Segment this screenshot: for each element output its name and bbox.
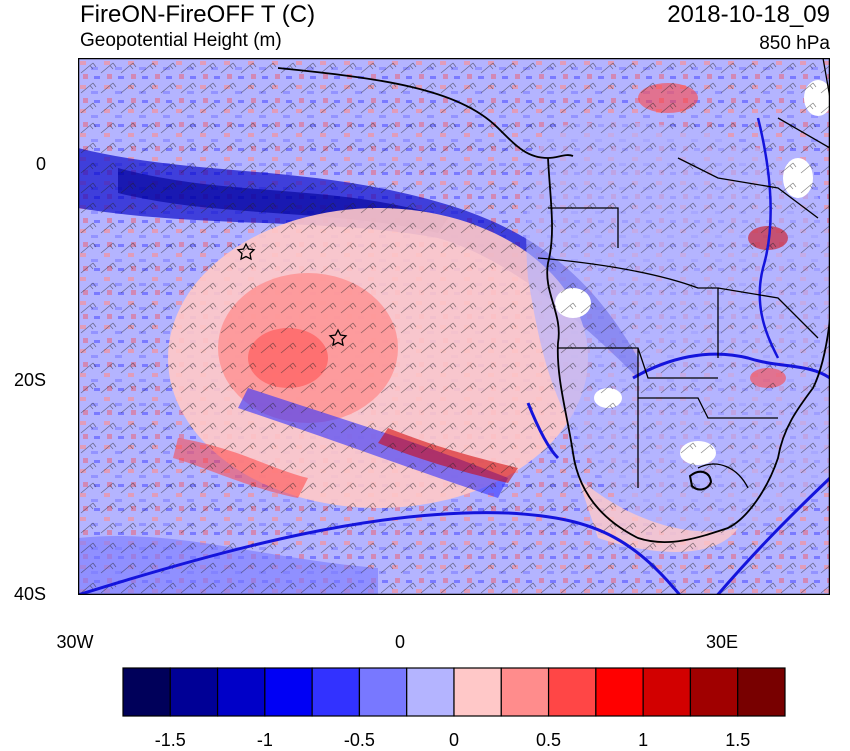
colorbar-swatch <box>595 667 644 717</box>
lat-label-40s: 40S <box>13 584 46 604</box>
colorbar-swatch <box>358 667 408 717</box>
colorbar-swatch <box>406 667 455 717</box>
colorbar-tick-label: 0.5 <box>536 730 562 750</box>
lat-label-0: 0 <box>35 154 46 174</box>
colorbar-swatch <box>500 667 550 717</box>
colorbar-swatch <box>453 667 502 717</box>
colorbar-swatch <box>169 667 219 717</box>
colorbar-swatch <box>264 667 313 717</box>
star-marker-1 <box>236 242 256 261</box>
colorbar-swatch <box>737 667 786 717</box>
colorbar-swatch <box>547 667 597 717</box>
lon-label-0: 0 <box>394 632 405 652</box>
colorbar-tick-label: 0 <box>448 730 459 750</box>
colorbar-swatch <box>122 667 171 717</box>
star-marker-2 <box>328 328 348 347</box>
colorbar-tick-label: -0.5 <box>343 730 375 750</box>
lat-label-20s: 20S <box>13 370 46 390</box>
lon-label-30w: 30W <box>56 632 94 652</box>
colorbar-tick-label: -1 <box>256 730 273 750</box>
pressure-level-label: 850 hPa <box>759 33 830 54</box>
colorbar-swatch <box>311 667 361 717</box>
colorbar-tick-label: 1.5 <box>725 730 751 750</box>
colorbar-swatch <box>642 667 692 717</box>
map-panel <box>72 52 832 619</box>
lon-label-30e: 30E <box>705 632 739 652</box>
colorbar-swatch <box>216 667 266 717</box>
colorbar <box>122 667 786 717</box>
colorbar-swatch <box>689 667 739 717</box>
subtitle-left: Geopotential Height (m) <box>80 30 282 51</box>
title-left: FireON-FireOFF T (C) <box>80 1 316 28</box>
datetime-label: 2018-10-18_09 <box>667 1 830 28</box>
colorbar-tick-label: -1.5 <box>154 730 186 750</box>
colorbar-tick-label: 1 <box>638 730 649 750</box>
map-plot <box>72 52 832 619</box>
